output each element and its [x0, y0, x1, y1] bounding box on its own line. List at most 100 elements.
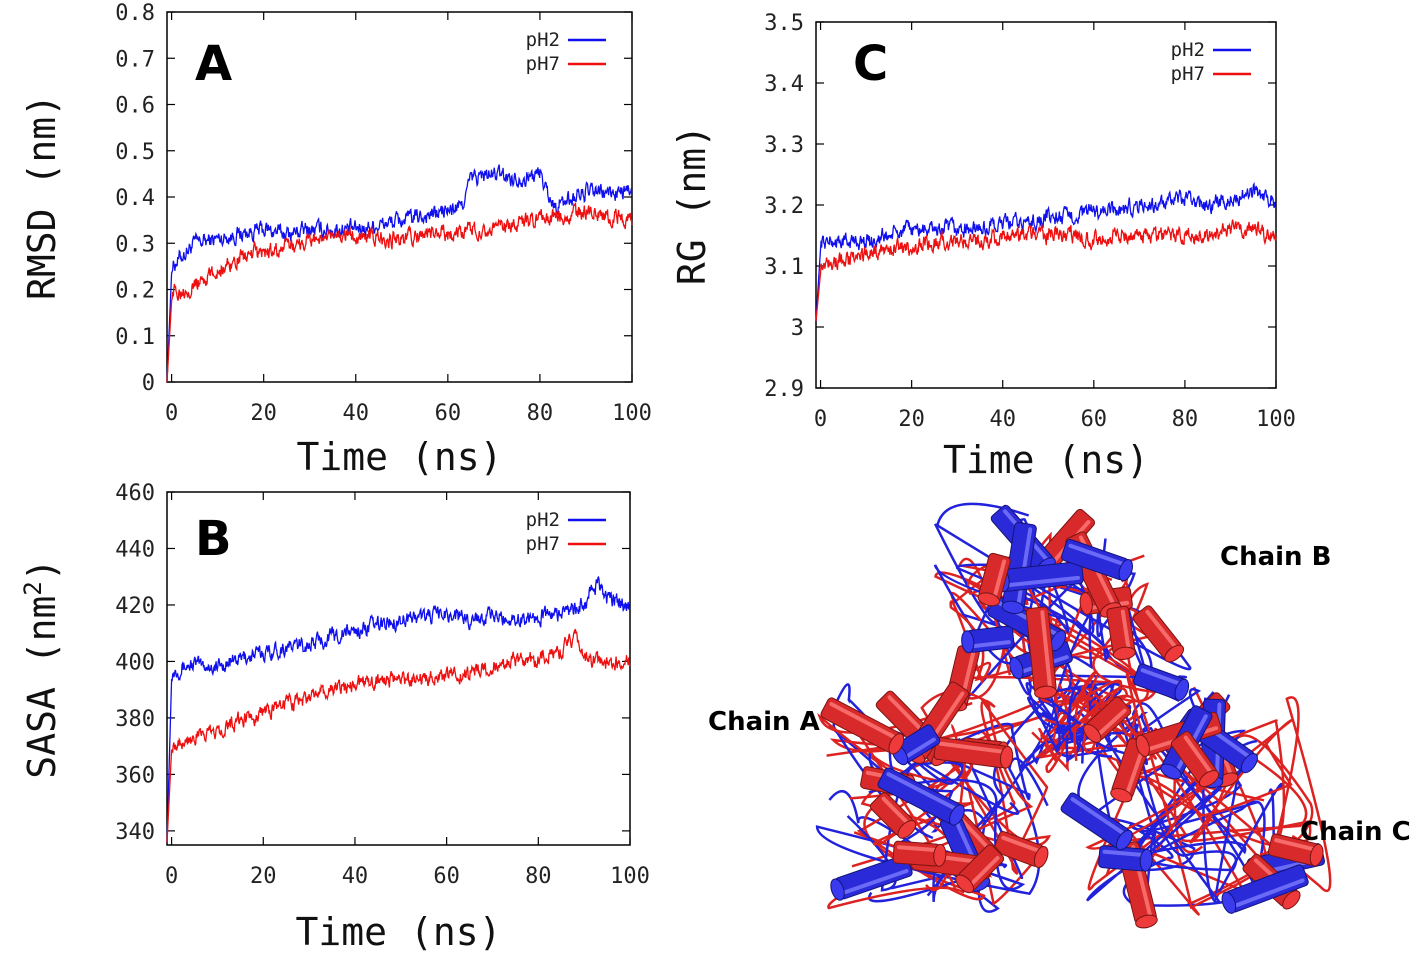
panel-letter: B — [195, 511, 232, 567]
series-line-ph2 — [166, 164, 633, 383]
y-tick-label: 2.9 — [764, 377, 804, 402]
legend-label: pH2 — [1171, 39, 1205, 61]
legend-label: pH2 — [526, 509, 560, 531]
backbone-loop — [846, 753, 1020, 892]
y-tick-label: 380 — [115, 707, 155, 732]
legend-label: pH7 — [1171, 63, 1205, 85]
backbone-loop — [832, 720, 1031, 840]
backbone-loop — [833, 683, 1024, 890]
helix-cylinder — [820, 697, 905, 755]
x-tick-label: 40 — [342, 864, 369, 889]
y-tick-label: 3.3 — [764, 133, 804, 158]
x-tick-label: 0 — [814, 407, 827, 432]
helix-cylinder — [830, 854, 913, 901]
y-tick-label: 3.2 — [764, 194, 804, 219]
y-tick-label: 420 — [115, 594, 155, 619]
helix-cylinder — [1025, 606, 1058, 699]
backbone-loop — [1025, 674, 1081, 754]
chain-a-label: Chain A — [708, 707, 820, 737]
y-tick-label: 0.6 — [115, 94, 155, 119]
series-line-ph2 — [815, 181, 1277, 321]
backbone-loop — [1086, 768, 1283, 903]
panel-letter: C — [853, 36, 888, 92]
y-axis-label: SASA (nm2) — [19, 558, 64, 778]
backbone-loop — [827, 697, 1049, 910]
y-axis-label: RG (nm) — [670, 125, 714, 285]
x-tick-label: 0 — [165, 864, 178, 889]
y-tick-label: 460 — [115, 481, 155, 506]
x-tick-label: 100 — [612, 401, 652, 426]
series-line-ph7 — [815, 219, 1277, 321]
legend-label: pH7 — [526, 53, 560, 75]
y-tick-label: 0.2 — [115, 279, 155, 304]
x-tick-label: 40 — [343, 401, 370, 426]
helix-cylinder — [877, 767, 965, 826]
backbone-loop — [817, 701, 975, 892]
helix-cylinder — [1060, 792, 1133, 851]
x-tick-label: 60 — [435, 401, 462, 426]
x-axis-label: Time (ns) — [296, 910, 502, 954]
helix-cylinder — [993, 831, 1049, 869]
series-line-ph7 — [166, 202, 633, 383]
helix-cylinder — [1132, 605, 1185, 663]
y-tick-label: 3 — [791, 316, 804, 341]
y-tick-label: 360 — [115, 763, 155, 788]
helix-cylinder — [869, 792, 917, 839]
plot-frame — [166, 491, 631, 846]
x-tick-label: 0 — [165, 401, 178, 426]
y-tick-label: 0.7 — [115, 47, 155, 72]
panel-c-rg-chart: 2.9 3 3.1 3.2 3.3 3.4 3.5 0 20 40 60 80 100 Time (ns)… — [670, 11, 1296, 482]
legend-label: pH2 — [526, 29, 560, 51]
helix-cylinder — [933, 736, 1014, 769]
series-line-ph7 — [166, 628, 631, 843]
helix-cylinder — [1267, 833, 1324, 867]
x-tick-label: 60 — [433, 864, 460, 889]
y-tick-label: 0.8 — [115, 1, 155, 26]
chain-b-label: Chain B — [1220, 542, 1331, 572]
x-tick-label: 40 — [989, 407, 1016, 432]
y-tick-label: 3.4 — [764, 72, 804, 97]
x-tick-label: 20 — [250, 864, 277, 889]
protein-structure-image — [815, 502, 1332, 929]
backbone-loop — [1054, 681, 1149, 765]
backbone-loop — [935, 502, 1192, 671]
y-tick-label: 0.1 — [115, 325, 155, 350]
x-tick-label: 20 — [250, 401, 277, 426]
y-tick-label: 3.5 — [764, 11, 804, 36]
x-tick-label: 60 — [1081, 407, 1108, 432]
y-tick-label: 440 — [115, 537, 155, 562]
series-line-ph2 — [166, 575, 631, 843]
panel-b-sasa-chart: 340 360 380 400 420 440 460 0 20 40 60 80 100 Time (n… — [19, 481, 650, 954]
helix-cylinder — [1083, 696, 1132, 743]
x-axis-label: Time (ns) — [943, 438, 1149, 482]
helix-cylinder — [1098, 845, 1153, 872]
y-tick-label: 0.3 — [115, 232, 155, 257]
helix-cylinder — [1061, 539, 1133, 582]
chain-c-label: Chain C — [1300, 817, 1411, 847]
y-axis-label: RMSD (nm) — [20, 94, 64, 300]
helix-cylinder — [961, 625, 1015, 654]
x-tick-label: 80 — [527, 401, 554, 426]
x-axis-label: Time (ns) — [297, 435, 503, 479]
helix-cylinder — [1170, 731, 1220, 788]
panel-letter: A — [195, 36, 232, 92]
helix-cylinder — [977, 552, 1011, 607]
helix-cylinder — [1133, 663, 1190, 701]
helix-cylinder — [1221, 864, 1309, 914]
y-tick-label: 3.1 — [764, 255, 804, 280]
x-tick-label: 20 — [898, 407, 925, 432]
panel-a-rmsd-chart: 0 0.1 0.2 0.3 0.4 0.5 0.6 0.7 0.8 0 20 40 60 80 100 Tim… — [20, 1, 652, 479]
x-tick-label: 80 — [525, 864, 552, 889]
y-tick-label: 0.4 — [115, 186, 155, 211]
x-tick-label: 100 — [610, 864, 650, 889]
helix-cylinder — [1106, 605, 1136, 661]
y-tick-label: 0 — [142, 371, 155, 396]
backbone-loop — [1088, 694, 1222, 912]
backbone-loop — [1143, 696, 1332, 910]
x-tick-label: 80 — [1172, 407, 1199, 432]
x-tick-label: 100 — [1256, 407, 1296, 432]
backbone-loop — [956, 538, 1136, 663]
helix-cylinder — [955, 844, 1005, 894]
helix-cylinder — [892, 840, 947, 867]
